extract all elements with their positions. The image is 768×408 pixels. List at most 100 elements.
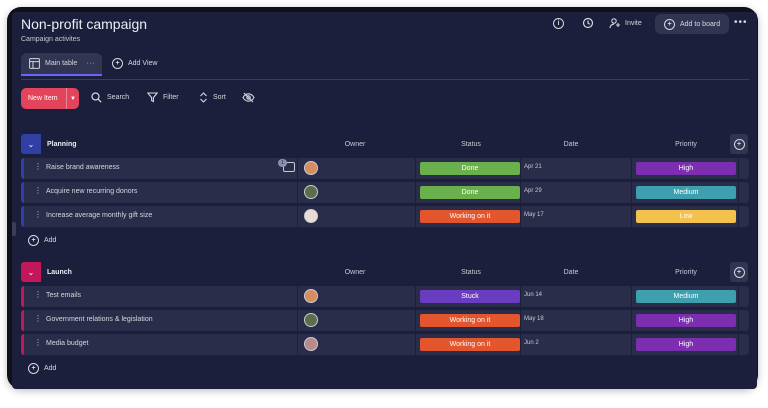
row-menu-icon[interactable]: ⋮ <box>34 290 42 299</box>
search-button[interactable]: Search <box>91 92 129 103</box>
plus-circle-icon: + <box>112 58 123 69</box>
row-name[interactable]: Government relations & legislation <box>46 316 153 323</box>
new-item-button[interactable]: New Item ▼ <box>21 88 79 109</box>
table-row[interactable]: ⋮ Raise brand awareness 1 Done Apr 21 Hi… <box>21 158 749 179</box>
avatar[interactable] <box>304 337 318 351</box>
filter-label: Filter <box>163 94 179 101</box>
activity-button[interactable] <box>582 17 594 29</box>
table-icon <box>29 58 40 69</box>
cell-divider <box>738 286 739 307</box>
add-column-button[interactable]: + <box>730 134 748 154</box>
chevron-down-icon: ⌄ <box>27 267 35 277</box>
sort-button[interactable]: Sort <box>199 92 226 103</box>
add-column-button[interactable]: + <box>730 262 748 282</box>
priority-badge[interactable]: High <box>636 314 736 327</box>
status-badge[interactable]: Working on it <box>420 314 520 327</box>
info-button[interactable]: i <box>553 18 564 29</box>
avatar[interactable] <box>304 289 318 303</box>
priority-badge[interactable]: Medium <box>636 186 736 199</box>
comment-icon[interactable] <box>283 162 295 172</box>
group-title: Launch <box>47 268 72 276</box>
filter-button[interactable]: Filter <box>147 92 179 103</box>
comment-count-badge: 1 <box>278 159 287 167</box>
row-menu-icon[interactable]: ⋮ <box>34 210 42 219</box>
cell-divider <box>520 334 521 355</box>
cell-divider <box>631 310 632 331</box>
add-view-button[interactable]: + Add View <box>112 58 157 69</box>
date-cell[interactable]: May 18 <box>524 316 544 322</box>
add-item-button[interactable]: + Add <box>28 235 56 246</box>
table-row[interactable]: ⋮ Media budget Working on it Jun 2 High <box>21 334 749 355</box>
priority-badge[interactable]: Medium <box>636 290 736 303</box>
cell-divider <box>520 286 521 307</box>
cell-divider <box>631 206 632 227</box>
status-badge[interactable]: Working on it <box>420 210 520 223</box>
avatar[interactable] <box>304 313 318 327</box>
column-header-status: Status <box>461 268 481 276</box>
tabs-divider <box>21 79 749 80</box>
info-icon: i <box>553 18 564 29</box>
plus-circle-icon: + <box>733 266 745 278</box>
cell-divider <box>738 310 739 331</box>
status-badge[interactable]: Working on it <box>420 338 520 351</box>
cell-divider <box>415 286 416 307</box>
date-cell[interactable]: Apr 29 <box>524 188 542 194</box>
row-menu-icon[interactable]: ⋮ <box>34 162 42 171</box>
date-cell[interactable]: Jun 14 <box>524 292 543 298</box>
row-group-stripe <box>21 286 24 307</box>
activity-icon <box>582 17 594 29</box>
group-collapse-toggle[interactable]: ⌄ <box>21 134 41 154</box>
row-name[interactable]: Raise brand awareness <box>46 164 120 171</box>
add-item-label: Add <box>44 237 57 244</box>
more-options-button[interactable]: ••• <box>734 17 748 28</box>
table-row[interactable]: ⋮ Government relations & legislation Wor… <box>21 310 749 331</box>
table-row[interactable]: ⋮ Acquire new recurring donors Done Apr … <box>21 182 749 203</box>
priority-badge[interactable]: High <box>636 338 736 351</box>
add-item-label: Add <box>44 365 57 372</box>
avatar[interactable] <box>304 161 318 175</box>
group-collapse-toggle[interactable]: ⌄ <box>21 262 41 282</box>
cell-divider <box>415 158 416 179</box>
date-cell[interactable]: Jun 2 <box>524 340 539 346</box>
cell-divider <box>415 310 416 331</box>
avatar[interactable] <box>304 209 318 223</box>
invite-button[interactable]: Invite <box>609 17 642 29</box>
add-to-board-button[interactable]: + Add to board <box>655 14 730 34</box>
row-menu-icon[interactable]: ⋮ <box>34 186 42 195</box>
row-group-stripe <box>21 182 24 203</box>
cell-divider <box>297 286 298 307</box>
tab-main-table[interactable]: Main table ··· <box>21 53 102 74</box>
table-row[interactable]: ⋮ Increase average monthly gift size Wor… <box>21 206 749 227</box>
priority-badge[interactable]: Low <box>636 210 736 223</box>
table-row[interactable]: ⋮ Test emails Stuck Jun 14 Medium <box>21 286 749 307</box>
chevron-down-icon[interactable]: ▼ <box>66 88 79 109</box>
cell-divider <box>631 158 632 179</box>
row-name[interactable]: Test emails <box>46 292 82 299</box>
active-tab-indicator <box>21 74 102 76</box>
date-cell[interactable]: May 17 <box>524 212 544 218</box>
avatar[interactable] <box>304 185 318 199</box>
row-name[interactable]: Increase average monthly gift size <box>46 212 153 219</box>
row-menu-icon[interactable]: ⋮ <box>34 338 42 347</box>
eye-off-icon <box>242 92 255 103</box>
tab-main-table-label: Main table <box>45 60 78 67</box>
board-title: Non-profit campaign <box>21 16 148 32</box>
row-name[interactable]: Acquire new recurring donors <box>46 188 138 195</box>
cell-divider <box>415 334 416 355</box>
date-cell[interactable]: Apr 21 <box>524 164 542 170</box>
status-badge[interactable]: Stuck <box>420 290 520 303</box>
tab-options-icon[interactable]: ··· <box>86 60 95 67</box>
column-header-date: Date <box>563 140 579 148</box>
row-name[interactable]: Media budget <box>46 340 89 347</box>
status-badge[interactable]: Done <box>420 162 520 175</box>
side-panel-handle[interactable] <box>12 222 16 236</box>
row-menu-icon[interactable]: ⋮ <box>34 314 42 323</box>
status-badge[interactable]: Done <box>420 186 520 199</box>
priority-badge[interactable]: High <box>636 162 736 175</box>
cell-divider <box>738 334 739 355</box>
hide-columns-button[interactable] <box>242 92 255 103</box>
add-item-button[interactable]: + Add <box>28 363 56 374</box>
group-header-planning: ⌄ Planning Owner Status Date Priority + <box>21 134 748 154</box>
plus-circle-icon: + <box>28 235 39 246</box>
add-view-label: Add View <box>128 60 158 67</box>
